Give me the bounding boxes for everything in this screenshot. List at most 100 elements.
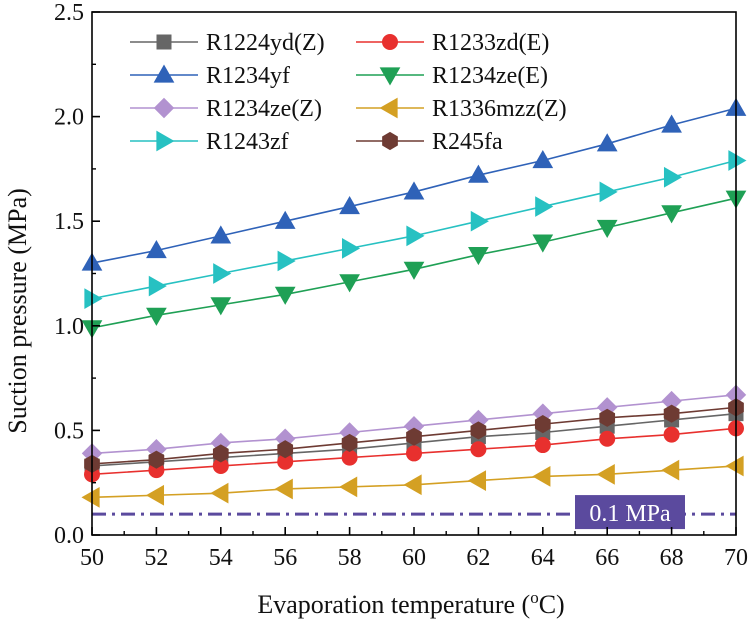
legend-item-r1234ze-e: R1234ze(E) — [356, 63, 548, 89]
x-tick-label: 66 — [595, 545, 619, 571]
legend-label: R1234ze(Z) — [206, 96, 322, 122]
legend-label: R1233zd(E) — [432, 30, 549, 56]
data-point-r1234ze-e-66 — [596, 219, 618, 238]
legend-label: R1224yd(Z) — [206, 30, 325, 56]
legend-marker — [156, 130, 175, 152]
data-point-r245fa-60 — [406, 427, 422, 446]
data-point-r1234yf-54 — [210, 225, 232, 244]
legend-label: R245fa — [432, 129, 503, 155]
data-point-r1234ze-e-60 — [403, 261, 425, 280]
axes-group: 50 52 54 56 58 60 62 64 66 68 70 0.0 0.5 1.0 1.5 2.0 2.5 — [54, 0, 748, 571]
x-tick-label: 54 — [209, 545, 233, 571]
legend-marker — [382, 34, 398, 50]
x-tick-label: 62 — [466, 545, 490, 571]
data-point-r1234yf-60 — [403, 181, 425, 200]
x-tick-label: 56 — [273, 545, 297, 571]
reference-label-box — [575, 495, 685, 530]
data-point-r1233zd-e-68 — [663, 426, 680, 443]
data-point-r1243zf-58 — [341, 238, 361, 259]
data-point-r245fa-58 — [341, 433, 358, 453]
data-point-r1243zf-52 — [148, 275, 167, 297]
data-point-r1234yf-56 — [274, 210, 296, 229]
legend-item-r1233zd-e: R1233zd(E) — [356, 30, 549, 56]
legend-item-r1243zf: R1243zf — [130, 129, 289, 155]
data-point-r1336mzz-z-52 — [145, 484, 165, 506]
data-point-r1234yf-64 — [532, 150, 554, 169]
y-tick-label: 2.0 — [54, 105, 84, 131]
data-point-r1243zf-70 — [728, 150, 747, 171]
legend-label: R1336mzz(Z) — [432, 96, 567, 122]
data-point-r1234ze-e-54 — [210, 297, 232, 316]
series-group — [81, 97, 747, 508]
data-point-r1234ze-e-68 — [661, 205, 682, 224]
series-r1234yf — [81, 97, 747, 271]
legend-marker — [379, 67, 401, 86]
data-point-r1234ze-e-58 — [339, 274, 360, 293]
x-tick-label: 68 — [660, 545, 684, 571]
data-point-r1233zd-e-62 — [470, 441, 487, 458]
data-point-r1243zf-54 — [213, 263, 232, 284]
reference-line-group: 0.1 MPa — [92, 495, 736, 530]
legend-item-r1224yd-z: R1224yd(Z) — [130, 30, 325, 56]
data-point-r1234ze-e-52 — [146, 307, 167, 326]
series-r1234ze-e — [81, 190, 747, 339]
data-point-r1336mzz-z-70 — [725, 455, 744, 477]
data-point-r1243zf-64 — [535, 196, 554, 217]
data-point-r1234yf-62 — [468, 164, 489, 183]
x-tick-label: 60 — [402, 545, 426, 571]
data-point-r1233zd-e-66 — [599, 430, 616, 447]
data-point-r245fa-54 — [212, 444, 229, 463]
y-tick-label: 0.0 — [54, 523, 84, 549]
series-r245fa — [84, 398, 744, 473]
data-point-r1234ze-e-62 — [468, 247, 489, 266]
x-tick-label: 58 — [338, 545, 362, 571]
x-axis-title: Evaporation temperature (oC) — [257, 588, 564, 619]
data-point-r1336mzz-z-58 — [339, 476, 358, 498]
data-point-r1336mzz-z-56 — [274, 478, 293, 500]
data-point-r1336mzz-z-62 — [467, 470, 487, 491]
legend: R1224yd(Z) R1233zd(E) R1234yf R1234ze(E) R12… — [130, 30, 567, 155]
legend-marker — [153, 64, 175, 83]
data-point-r245fa-66 — [599, 408, 616, 427]
legend-item-r245fa: R245fa — [356, 129, 503, 155]
data-point-r1336mzz-z-66 — [596, 463, 615, 485]
series-r1336mzz-z — [81, 455, 744, 508]
data-point-r1233zd-e-64 — [534, 437, 551, 454]
data-point-r1336mzz-z-50 — [81, 486, 100, 508]
data-point-r1243zf-66 — [599, 181, 618, 203]
y-axis-title: Suction pressure (MPa) — [3, 188, 32, 434]
y-tick-label: 1.5 — [54, 209, 84, 235]
y-tick-label: 2.5 — [54, 0, 84, 26]
data-point-r245fa-56 — [277, 440, 294, 459]
data-point-r1234yf-52 — [146, 239, 167, 259]
data-point-r1234yf-66 — [596, 133, 618, 152]
data-point-r1233zd-e-60 — [406, 445, 422, 462]
y-tick-label: 1.0 — [54, 314, 84, 340]
legend-marker — [156, 34, 172, 50]
y-tick-label: 0.5 — [54, 418, 84, 444]
data-point-r1234ze-e-56 — [274, 286, 296, 305]
x-axis-title-degree: o — [530, 588, 539, 607]
data-point-r1233zd-e-58 — [341, 449, 358, 466]
x-tick-label: 50 — [80, 545, 104, 571]
series-r1243zf — [84, 150, 747, 309]
data-point-r245fa-62 — [470, 421, 487, 440]
data-point-r245fa-52 — [148, 450, 165, 469]
x-tick-label: 64 — [531, 545, 555, 571]
x-axis-title-unit: C) — [539, 590, 565, 619]
legend-item-r1234yf: R1234yf — [130, 63, 290, 89]
data-point-r1336mzz-z-54 — [210, 482, 229, 504]
legend-label: R1234yf — [206, 63, 290, 89]
legend-item-r1336mzz-z: R1336mzz(Z) — [356, 96, 567, 122]
x-tick-label: 52 — [144, 545, 168, 571]
reference-label: 0.1 MPa — [589, 501, 671, 527]
legend-item-r1234ze-z: R1234ze(Z) — [130, 96, 322, 122]
data-point-r1243zf-50 — [84, 288, 103, 309]
data-point-r1243zf-56 — [277, 250, 296, 272]
data-point-r1234yf-68 — [661, 114, 682, 133]
data-point-r1243zf-68 — [663, 166, 683, 188]
data-point-r245fa-68 — [663, 404, 680, 423]
x-axis-title-text: Evaporation temperature ( — [257, 590, 530, 619]
legend-marker — [379, 97, 398, 119]
